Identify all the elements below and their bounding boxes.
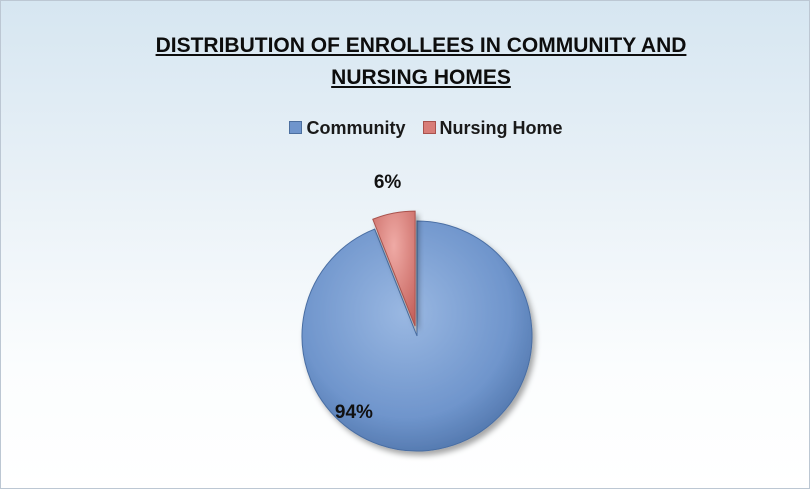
pie-slice-community	[301, 220, 533, 452]
data-label-community: 94%	[335, 402, 373, 423]
legend-swatch-nursing-home	[422, 121, 436, 134]
legend-label-nursing-home: Nursing Home	[439, 118, 563, 138]
pie-slice-nursing-home	[372, 210, 416, 327]
chart-title: DISTRIBUTION OF ENROLLEES IN COMMUNITY A…	[1, 30, 810, 94]
chart-title-line-1: DISTRIBUTION OF ENROLLEES IN COMMUNITY A…	[155, 34, 687, 57]
pie-labels: 94% 6%	[335, 172, 402, 423]
legend-swatch-community	[289, 121, 303, 134]
legend: Community Nursing Home	[1, 118, 810, 139]
data-label-nursing-home: 6%	[374, 172, 402, 193]
legend-item-nursing-home: Nursing Home	[422, 118, 563, 139]
pie-slices	[301, 210, 533, 452]
legend-label-community: Community	[306, 118, 406, 138]
chart-title-line-2: NURSING HOMES	[331, 66, 511, 89]
legend-item-community: Community	[289, 118, 405, 139]
